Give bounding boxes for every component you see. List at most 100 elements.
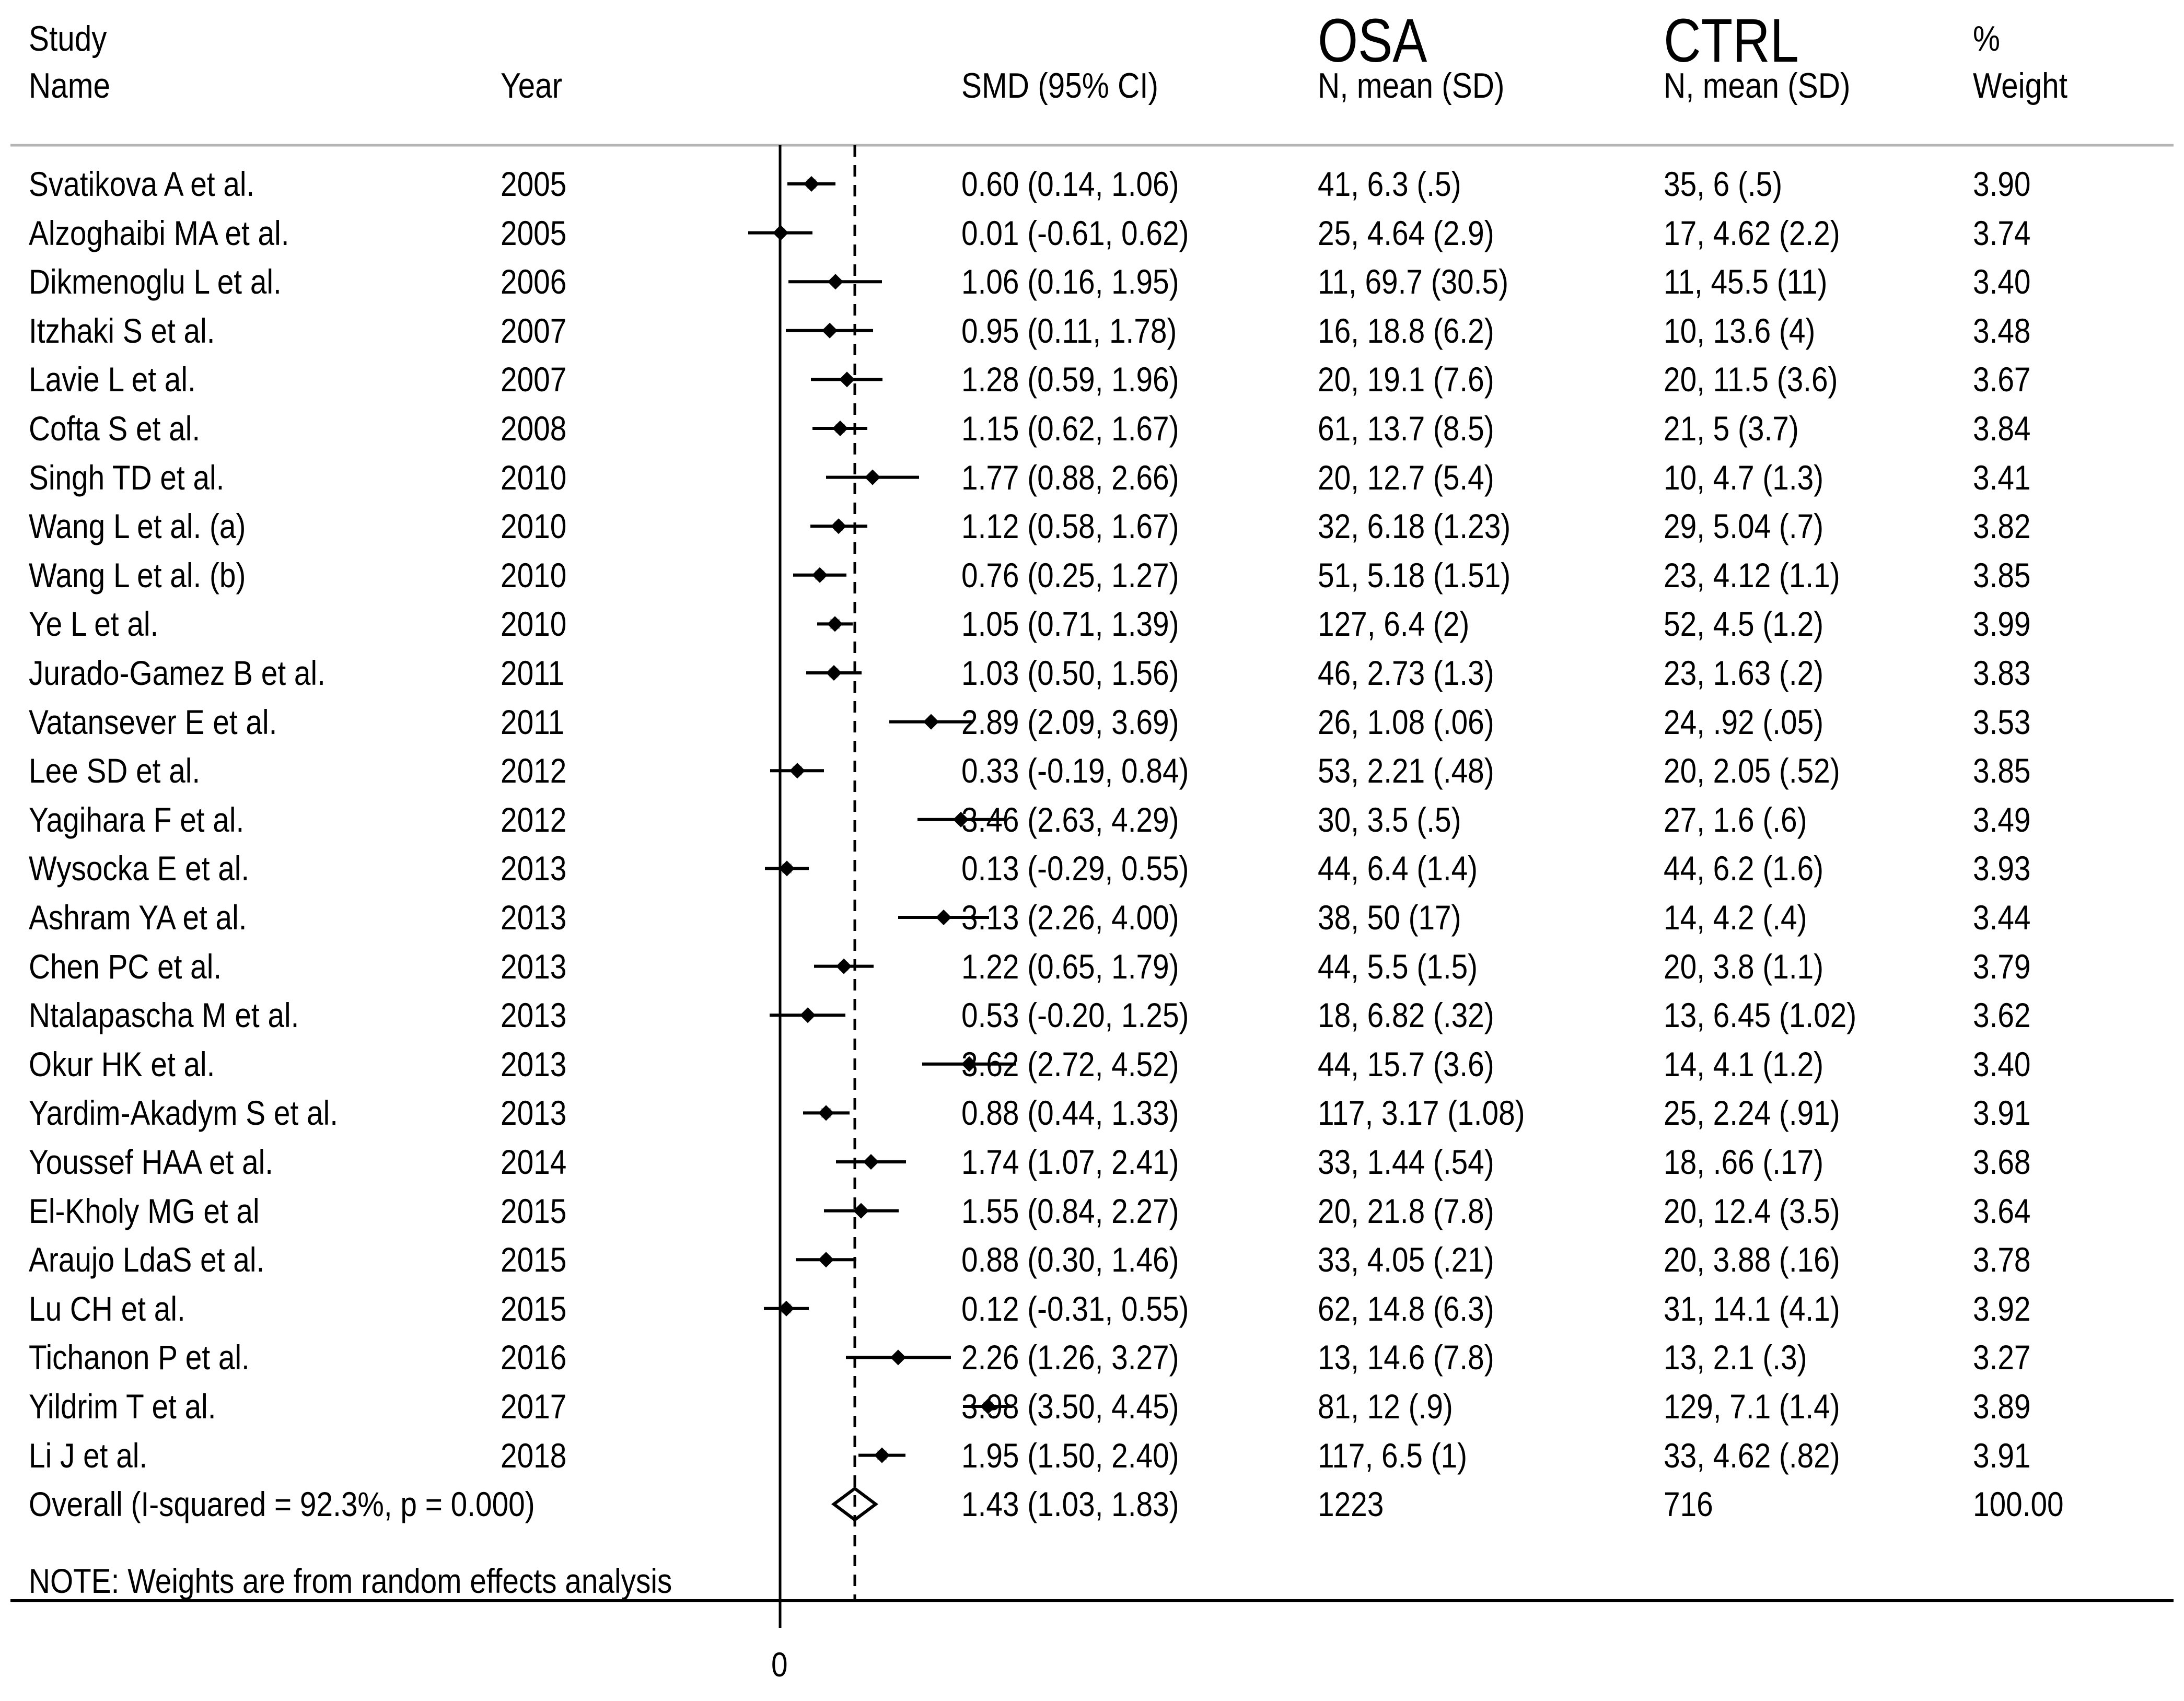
osa-stats: 33, 1.44 (.54) xyxy=(1318,1143,1494,1181)
study-year: 2005 xyxy=(501,165,567,203)
ctrl-stats: 11, 45.5 (11) xyxy=(1664,262,1828,301)
point-estimate xyxy=(818,1252,834,1268)
smd-ci-text: 1.15 (0.62, 1.67) xyxy=(961,409,1179,448)
point-estimate xyxy=(831,518,846,534)
ctrl-stats: 21, 5 (3.7) xyxy=(1664,409,1799,448)
weight-percent: 3.89 xyxy=(1973,1387,2031,1426)
smd-ci-text: 2.89 (2.09, 3.69) xyxy=(961,702,1179,741)
osa-stats: 32, 6.18 (1.23) xyxy=(1318,507,1511,546)
study-name: Vatansever E et al. xyxy=(29,702,277,741)
ctrl-stats: 29, 5.04 (.7) xyxy=(1664,507,1824,546)
point-estimate xyxy=(822,322,838,339)
point-estimate xyxy=(936,910,951,925)
weight-percent: 3.64 xyxy=(1973,1191,2031,1230)
study-year: 2006 xyxy=(501,262,567,301)
study-year: 2015 xyxy=(501,1191,567,1230)
smd-ci-text: 0.88 (0.30, 1.46) xyxy=(961,1240,1179,1279)
ctrl-stats: 20, 3.8 (1.1) xyxy=(1664,947,1824,986)
osa-stats: 46, 2.73 (1.3) xyxy=(1318,654,1494,692)
ctrl-stats: 24, .92 (.05) xyxy=(1664,702,1824,741)
weight-percent: 3.93 xyxy=(1973,849,2031,888)
study-name: Yildrim T et al. xyxy=(29,1387,216,1426)
weight-percent: 100.00 xyxy=(1973,1485,2064,1524)
study-name: Jurado-Gamez B et al. xyxy=(29,654,326,692)
ctrl-stats: 25, 2.24 (.91) xyxy=(1664,1093,1840,1133)
ctrl-stats: 23, 4.12 (1.1) xyxy=(1664,555,1840,595)
osa-stats: 53, 2.21 (.48) xyxy=(1318,751,1494,790)
header-ctrl-group: CTRL xyxy=(1664,6,1799,75)
ctrl-stats: 14, 4.2 (.4) xyxy=(1664,898,1807,937)
osa-stats: 41, 6.3 (.5) xyxy=(1318,165,1461,203)
ctrl-stats: 27, 1.6 (.6) xyxy=(1664,800,1807,839)
ctrl-stats: 129, 7.1 (1.4) xyxy=(1664,1387,1840,1426)
smd-ci-text: 0.53 (-0.20, 1.25) xyxy=(961,996,1189,1035)
osa-stats: 30, 3.5 (.5) xyxy=(1318,800,1461,839)
weight-percent: 3.84 xyxy=(1973,409,2031,448)
point-estimate xyxy=(779,860,795,877)
weight-percent: 3.41 xyxy=(1973,458,2031,497)
study-year: 2013 xyxy=(501,1093,567,1133)
ctrl-stats: 23, 1.63 (.2) xyxy=(1664,654,1824,692)
study-year: 2015 xyxy=(501,1289,567,1328)
point-estimate xyxy=(853,1203,869,1219)
smd-ci-text: 3.62 (2.72, 4.52) xyxy=(961,1044,1179,1083)
study-name: Okur HK et al. xyxy=(29,1044,215,1083)
study-name: Ntalapascha M et al. xyxy=(29,996,299,1035)
smd-ci-text: 0.01 (-0.61, 0.62) xyxy=(961,213,1189,252)
point-estimate xyxy=(828,274,843,290)
osa-stats: 44, 5.5 (1.5) xyxy=(1318,947,1478,986)
ctrl-stats: 716 xyxy=(1664,1485,1713,1524)
study-year: 2013 xyxy=(501,996,567,1035)
header-osa-group: OSA xyxy=(1318,6,1427,75)
smd-ci-text: 0.13 (-0.29, 0.55) xyxy=(961,849,1189,888)
header-weight: Weight xyxy=(1973,66,2067,106)
ctrl-stats: 20, 3.88 (.16) xyxy=(1664,1240,1840,1279)
weight-percent: 3.48 xyxy=(1973,311,2031,350)
weight-percent: 3.74 xyxy=(1973,213,2031,252)
point-estimate xyxy=(865,469,880,485)
study-year: 2010 xyxy=(501,507,567,546)
osa-stats: 20, 19.1 (7.6) xyxy=(1318,360,1494,399)
smd-ci-text: 1.55 (0.84, 2.27) xyxy=(961,1191,1179,1230)
weight-percent: 3.79 xyxy=(1973,947,2031,986)
study-year: 2014 xyxy=(501,1143,567,1181)
smd-ci-text: 0.60 (0.14, 1.06) xyxy=(961,165,1179,203)
study-name: Wang L et al. (b) xyxy=(29,555,246,595)
ctrl-stats: 44, 6.2 (1.6) xyxy=(1664,849,1824,888)
study-year: 2011 xyxy=(501,654,565,692)
study-name: Wysocka E et al. xyxy=(29,849,250,888)
study-name: Alzoghaibi MA et al. xyxy=(29,213,289,252)
weight-percent: 3.90 xyxy=(1973,165,2031,203)
osa-stats: 18, 6.82 (.32) xyxy=(1318,996,1494,1035)
study-year: 2012 xyxy=(501,751,567,790)
weight-percent: 3.68 xyxy=(1973,1143,2031,1181)
osa-stats: 61, 13.7 (8.5) xyxy=(1318,409,1494,448)
ctrl-stats: 31, 14.1 (4.1) xyxy=(1664,1289,1840,1328)
smd-ci-text: 1.06 (0.16, 1.95) xyxy=(961,262,1179,301)
point-estimate xyxy=(818,1105,834,1121)
weight-percent: 3.78 xyxy=(1973,1240,2031,1279)
smd-ci-text: 0.12 (-0.31, 0.55) xyxy=(961,1289,1189,1328)
ctrl-stats: 20, 2.05 (.52) xyxy=(1664,751,1840,790)
ctrl-stats: 10, 13.6 (4) xyxy=(1664,311,1816,350)
point-estimate xyxy=(836,958,852,974)
header-name: Name xyxy=(29,66,110,106)
smd-ci-text: 2.26 (1.26, 3.27) xyxy=(961,1338,1179,1377)
weight-percent: 3.85 xyxy=(1973,555,2031,595)
study-name: El-Kholy MG et al xyxy=(29,1191,260,1230)
smd-ci-text: 0.76 (0.25, 1.27) xyxy=(961,555,1179,595)
point-estimate xyxy=(839,371,855,388)
header-percent: % xyxy=(1973,19,2001,59)
osa-stats: 26, 1.08 (.06) xyxy=(1318,702,1494,741)
weight-percent: 3.40 xyxy=(1973,1044,2031,1083)
ctrl-stats: 17, 4.62 (2.2) xyxy=(1664,213,1840,252)
study-year: 2013 xyxy=(501,849,567,888)
point-estimate xyxy=(980,1399,996,1414)
osa-stats: 127, 6.4 (2) xyxy=(1318,604,1470,644)
weight-percent: 3.91 xyxy=(1973,1093,2031,1133)
study-name: Li J et al. xyxy=(29,1436,148,1475)
weight-percent: 3.67 xyxy=(1973,360,2031,399)
osa-stats: 11, 69.7 (30.5) xyxy=(1318,262,1508,301)
